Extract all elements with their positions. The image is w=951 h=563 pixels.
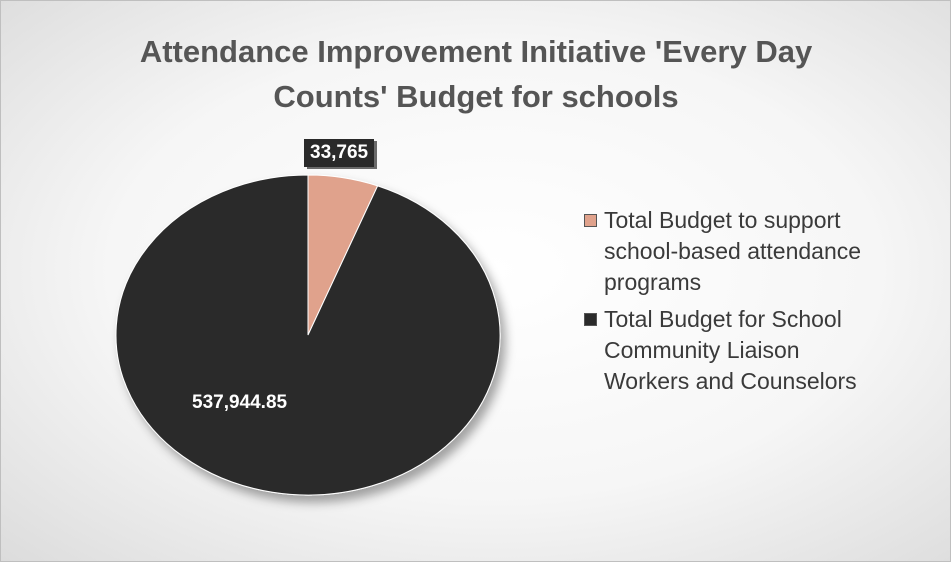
chart-title-line-1: Attendance Improvement Initiative 'Every… bbox=[139, 34, 813, 69]
legend-label-line: school-based attendance bbox=[604, 238, 862, 264]
chart-title: Attendance Improvement Initiative 'Every… bbox=[61, 29, 891, 119]
legend: Total Budget to support school-based att… bbox=[584, 205, 914, 403]
legend-label-line: Total Budget for School bbox=[604, 306, 842, 332]
data-label-school-programs: 33,765 bbox=[304, 139, 375, 167]
legend-label-line: Workers and Counselors bbox=[604, 368, 857, 394]
chart-title-line-2: Counts' Budget for schools bbox=[273, 79, 679, 114]
legend-swatch-school-programs bbox=[584, 214, 597, 227]
pie-slice-liaison-workers bbox=[115, 174, 501, 496]
legend-swatch-liaison-workers bbox=[584, 313, 597, 326]
legend-item-school-programs: Total Budget to support school-based att… bbox=[584, 205, 914, 298]
pie-slices bbox=[115, 174, 501, 496]
data-label-liaison-workers: 537,944.85 bbox=[192, 392, 288, 413]
legend-label-line: programs bbox=[604, 269, 702, 295]
legend-label-line: Community Liaison bbox=[604, 337, 800, 363]
legend-label-line: Total Budget to support bbox=[604, 207, 841, 233]
legend-item-liaison-workers: Total Budget for School Community Liaiso… bbox=[584, 304, 914, 397]
